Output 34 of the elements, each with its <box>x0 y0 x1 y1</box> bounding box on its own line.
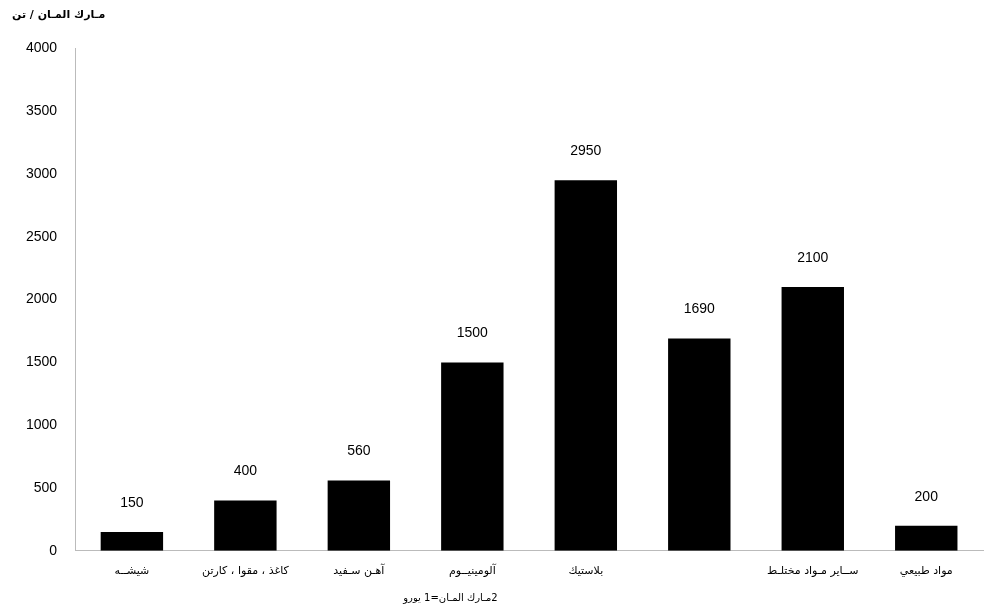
y-tick-label: 3000 <box>25 164 58 181</box>
bar <box>781 287 844 551</box>
bar <box>441 362 504 551</box>
y-tick-label: 500 <box>33 478 58 495</box>
bar <box>554 180 618 551</box>
y-tick-label: 2000 <box>25 290 58 307</box>
bar <box>668 338 731 551</box>
x-tick-label: شيشــه <box>114 564 150 578</box>
bar <box>895 525 958 551</box>
bar <box>327 480 391 551</box>
y-tick-label: 1500 <box>25 353 58 370</box>
data-label: 1500 <box>456 324 489 341</box>
y-tick-label: 1000 <box>25 416 58 433</box>
x-tick-label: كاغذ ، مقوا ، كارتن <box>202 564 290 578</box>
y-tick-label: 4000 <box>25 39 58 56</box>
data-label: 1690 <box>683 300 716 317</box>
y-tick-label: 3500 <box>25 102 58 119</box>
x-tick-label: آلومينيــوم <box>448 563 497 578</box>
data-label: 2950 <box>570 142 602 159</box>
bar <box>214 500 277 551</box>
data-label: 150 <box>120 493 144 510</box>
text: 2مـارك المـان=1 يورو <box>401 592 499 603</box>
data-label: 2100 <box>797 248 829 265</box>
y-tick-label: 0 <box>49 541 58 558</box>
x-tick-label: ســاير مـواد مختلـط <box>767 564 859 578</box>
x-tick-label: مواد طبيعي <box>899 564 953 578</box>
x-tick-label: بلاستيك <box>568 564 604 578</box>
data-label: 200 <box>914 487 939 504</box>
y-tick-label: 2500 <box>25 227 58 244</box>
data-label: 400 <box>233 462 258 479</box>
x-tick-label: آهـن سـفيد <box>333 563 386 578</box>
bar <box>100 531 164 551</box>
data-label: 560 <box>347 442 371 459</box>
y-axis-title: مـارك المـان / تن <box>12 8 106 21</box>
